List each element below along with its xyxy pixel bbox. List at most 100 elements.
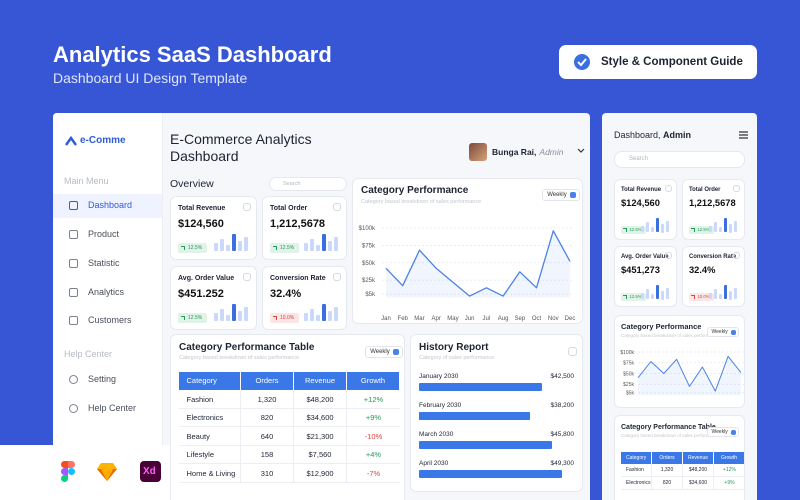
menu-label: Product [88,229,120,239]
spark-bar [232,234,236,251]
spark-bar [334,237,338,251]
stat-value: 32.4% [688,264,716,275]
menu-item[interactable]: Help Center [53,397,162,421]
cell-text: 1,320 [660,467,674,473]
info-icon [333,203,341,211]
table-cell: 1,320 [652,464,683,477]
spark-bar [650,227,654,233]
line-chart: $100k $75k $50k $25k $5k [620,350,745,397]
stat-value: $451.252 [178,288,224,300]
spark-bar [328,241,332,251]
tools-bar: Xd [0,445,197,500]
x-tick-label: Jun [465,316,475,322]
filter-dropdown[interactable]: Weekly [707,327,739,337]
user-name: Bunga Rai, [492,147,537,157]
history-value: $38,200 [550,402,575,409]
filter-label: Weekly [711,329,728,335]
x-tick-label: Dec [565,316,576,322]
line [637,355,742,392]
menu-item[interactable]: Statistic [53,252,162,276]
info-icon [733,252,741,259]
spark-bar [322,304,326,321]
info-icon [733,185,741,192]
dashboard-title: E-Commerce Analytics Dashboard [170,131,312,164]
filter-caret [730,330,736,335]
y-tick-label: $25k [623,382,634,388]
filter-dropdown[interactable]: Weekly [707,427,739,437]
y-tick-label: $5k [626,391,635,397]
cell-text: Home & Living [186,468,236,478]
y-tick-label: $100k [359,226,376,232]
stat-value: 1,212,5678 [688,197,736,208]
menu-icon[interactable] [739,131,748,139]
user-menu-caret[interactable] [577,148,585,154]
spark-bar [640,292,644,300]
menu-item[interactable]: Customers [53,309,162,333]
info-icon [665,252,673,259]
menu-item[interactable]: Product [53,223,162,247]
stat-label: Total Order [688,186,721,193]
menu-item[interactable]: Setting [53,368,162,392]
page-subtitle: Dashboard UI Design Template [53,70,248,86]
stat-label: Conversion Rate [270,275,326,282]
spark-bar [734,287,738,300]
xd-icon: Xd [140,461,161,482]
table-cell: -10% [347,427,400,446]
change-value: 12.5% [629,294,642,300]
table-header-cell: Orders [652,452,682,464]
filter-dropdown[interactable]: Weekly [365,346,403,358]
panel-search[interactable]: Search [614,151,745,168]
table-card: Category Performance Table Category based… [614,415,745,500]
guide-button[interactable]: Style & Component Guide [559,45,757,79]
x-tick-label: Nov [548,316,559,322]
spark-bar [666,220,670,233]
history-bar [419,441,552,449]
stat-card: Avg. Order Value $451,273 12.5% [614,246,677,307]
menu-item[interactable]: Dashboard [53,194,162,218]
cell-text: $48,200 [688,467,708,473]
table-header-cell: Revenue [683,452,713,464]
change-pill: 12.5% [620,225,646,235]
y-tick-label: $25k [362,278,376,284]
section-label: Help Center [64,349,113,359]
table-cell: Electronics [621,477,652,490]
search-box[interactable]: Search [269,177,347,191]
spark-bar [220,309,224,321]
info-icon [243,203,251,211]
change-arrow [273,246,277,250]
menu-icon [69,404,78,413]
menu-item[interactable]: Analytics [53,281,162,305]
info-icon [568,347,577,356]
stat-value: 1,212,5678 [270,218,326,230]
guide-button-label: Style & Component Guide [601,56,743,68]
x-tick-label: Sep [514,316,525,322]
table-header: Revenue [687,454,708,461]
cell-text: 640 [260,431,274,441]
stat-card: Avg. Order Value $451.252 12.5% [170,266,257,330]
panel-title-text: Dashboard, [614,130,661,140]
history-card: History Report Category of sales performa… [410,334,583,492]
filter-label: Weekly [547,192,567,198]
stat-card: Total Revenue $124,560 12.5% [170,196,257,260]
panel-user: Admin [663,130,692,140]
table-cell: Home & Living [179,464,241,483]
spark-bar [655,285,659,300]
cell-text: $21,300 [306,431,334,441]
stat-label: Total Revenue [178,205,226,212]
chart-title: Category Performance [361,185,469,196]
menu-icon [69,288,78,297]
stat-value: 32.4% [270,288,302,300]
menu-label: Dashboard [88,200,133,210]
cell-text: Fashion [626,467,644,473]
line [385,230,571,297]
cell-text: Beauty [186,431,210,441]
filter-dropdown[interactable]: Weekly [542,189,580,201]
cell-text: Lifestyle [186,450,215,459]
menu-label: Help Center [88,403,137,413]
figma-icon [61,461,75,482]
table-header-cell: Category [621,452,651,464]
y-tick-label: $75k [362,243,376,249]
spark-bar [645,289,649,300]
info-icon [243,273,251,281]
